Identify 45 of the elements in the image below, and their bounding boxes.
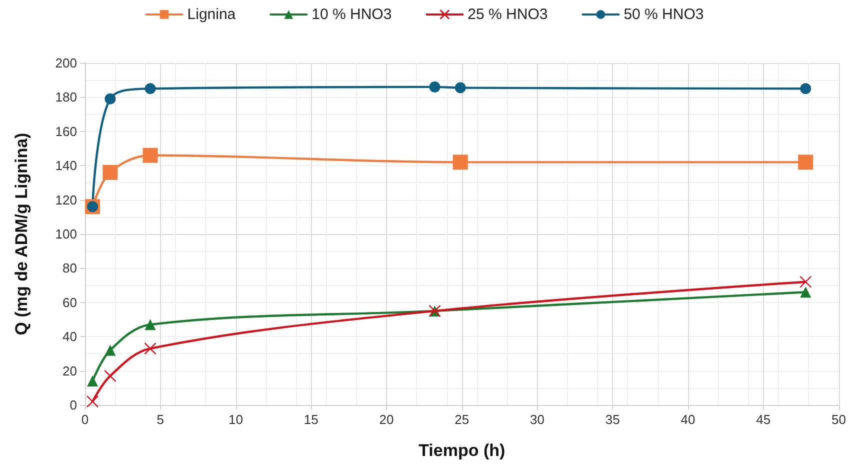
point	[104, 93, 116, 104]
x-tick-label: 25	[454, 412, 470, 427]
point	[429, 81, 440, 92]
point	[104, 370, 116, 382]
point	[144, 342, 156, 355]
point	[800, 83, 812, 94]
legend-label: 50 % HNO3	[624, 6, 704, 23]
x-tick-label: 20	[379, 412, 394, 427]
point	[86, 395, 99, 408]
point	[144, 319, 156, 330]
x-tick-label: 40	[680, 412, 696, 427]
x-axis-title: Tiempo (h)	[418, 441, 506, 460]
y-axis-title: Q (mg de ADM/g Lignina)	[12, 132, 31, 336]
legend-label: Lignina	[187, 6, 236, 23]
point	[87, 376, 98, 387]
point	[454, 82, 466, 94]
y-tick-label: 60	[62, 294, 77, 310]
x-tick-label: 35	[605, 412, 620, 427]
y-tick-label: 200	[55, 56, 77, 70]
legend-label: 25 % HNO3	[468, 6, 548, 23]
point	[798, 154, 814, 170]
x-tick-label: 5	[156, 412, 164, 427]
point	[800, 276, 812, 288]
y-tick-label: 180	[55, 90, 77, 105]
point	[102, 164, 118, 180]
x-tick-label: 30	[530, 412, 544, 427]
point	[104, 344, 116, 356]
y-tick-label: 20	[62, 363, 77, 378]
y-tick-label: 100	[55, 226, 77, 242]
x-tick-label: 45	[756, 412, 771, 427]
y-tick-label: 40	[62, 329, 77, 344]
y-tick-label: 160	[55, 124, 77, 139]
y-tick-label: 140	[55, 158, 77, 174]
point	[452, 154, 468, 170]
x-tick-label: 10	[228, 412, 243, 427]
x-tick-label: 0	[81, 412, 89, 427]
x-tick-label: 50	[832, 412, 846, 427]
x-tick-label: 15	[304, 412, 318, 427]
y-tick-label: 120	[55, 192, 77, 208]
point	[142, 148, 158, 163]
y-tick-label: 0	[70, 398, 77, 412]
legend-label: 10 % HNO3	[312, 6, 392, 23]
point	[144, 83, 156, 94]
y-tick-label: 80	[62, 260, 77, 276]
point	[800, 286, 812, 298]
